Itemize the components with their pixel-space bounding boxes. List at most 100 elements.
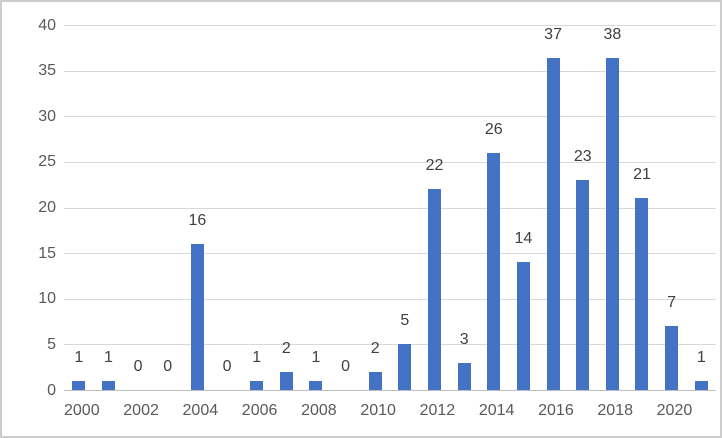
bar-cell-2000: 1 [64, 25, 94, 390]
bar-2008 [309, 380, 323, 390]
bar-cell-2019: 21 [627, 25, 657, 390]
x-tick-cell-2003 [159, 398, 183, 424]
bar-data-label: 1 [696, 348, 706, 366]
x-tick-label: 2006 [241, 402, 278, 419]
bar-data-label: 5 [400, 312, 410, 330]
bar-cell-2018: 38 [598, 25, 628, 390]
bar-2012 [428, 189, 441, 390]
bar-2004 [190, 244, 204, 390]
x-tick-cell-2005 [218, 398, 242, 424]
gridline-y-20 [64, 207, 716, 209]
x-tick-cell-2011 [396, 398, 420, 424]
bar-cell-2002: 0 [123, 25, 153, 390]
x-tick-label: 2018 [597, 402, 633, 419]
bar-cell-2010: 2 [360, 25, 390, 390]
x-tick-label: 2008 [301, 402, 337, 419]
bar-data-label: 21 [633, 166, 651, 184]
bar-2001 [101, 380, 115, 390]
bar-data-label: 0 [341, 358, 351, 375]
x-tick-cell-2015 [514, 398, 538, 424]
bar-data-label: 7 [667, 294, 677, 312]
y-tick-label: 20 [38, 199, 56, 216]
bar-data-label: 1 [252, 348, 262, 366]
x-tick-label: 2020 [656, 402, 693, 419]
x-tick-cell-2004: 2004 [183, 398, 219, 424]
bar-data-label: 0 [222, 358, 232, 375]
x-tick-cell-2010: 2010 [360, 398, 396, 424]
bar-data-label: 0 [133, 358, 143, 375]
bar-data-label: 0 [163, 358, 173, 375]
gridline-y-40 [64, 25, 716, 26]
bar-2010 [368, 371, 382, 390]
bar-data-label: 1 [311, 348, 321, 366]
bar-cell-2007: 2 [271, 25, 301, 390]
x-tick-cell-2000: 2000 [64, 398, 100, 424]
bar-cell-2006: 1 [242, 25, 272, 390]
bar-cell-2017: 23 [568, 25, 598, 390]
bar-cell-2015: 14 [509, 25, 539, 390]
y-tick-label: 10 [38, 290, 56, 308]
bar-data-label: 26 [484, 120, 503, 138]
bar-data-label: 22 [425, 157, 444, 175]
x-tick-label: 2000 [64, 402, 100, 419]
x-tick-cell-2016: 2016 [538, 398, 574, 424]
x-tick-label: 2002 [123, 402, 159, 419]
x-tick-cell-2019 [633, 398, 657, 424]
y-tick-label: 25 [38, 153, 56, 171]
x-tick-label: 2004 [182, 402, 219, 419]
bar-cell-2012: 22 [420, 25, 450, 390]
x-tick-cell-2017 [574, 398, 598, 424]
bar-cell-2014: 26 [479, 25, 509, 390]
bar-2018 [605, 58, 619, 390]
bar-2015 [516, 262, 530, 390]
bar-2019 [635, 198, 649, 390]
x-axis: 2000 2002 2004 2006 2008 2010 2012 2014 2016 2018… [64, 398, 716, 424]
x-tick-cell-2002: 2002 [123, 398, 159, 424]
bar-cell-2009: 0 [331, 25, 361, 390]
x-tick-cell-2008: 2008 [301, 398, 337, 424]
gridline-y-25 [64, 161, 716, 163]
x-tick-cell-2009 [337, 398, 361, 424]
bar-cell-2003: 0 [153, 25, 183, 390]
gridline-y-30 [64, 116, 716, 118]
plot-area: 1 1 0 0 16 0 1 2 1 0 2 5 22 3 26 14 37 23 38 21 7 1 [64, 25, 716, 390]
bar-data-label: 16 [188, 212, 207, 229]
x-tick-label: 2014 [478, 402, 515, 419]
x-tick-cell-2012: 2012 [420, 398, 456, 424]
gridline-y-15 [64, 253, 716, 255]
bar-cell-2021: 1 [686, 25, 716, 390]
x-tick-cell-2014: 2014 [479, 398, 515, 424]
y-tick-label: 30 [38, 107, 56, 125]
bar-cell-2005: 0 [212, 25, 242, 390]
bar-cell-2016: 37 [538, 25, 568, 390]
bar-cell-2013: 3 [449, 25, 479, 390]
gridline-y-10 [64, 298, 716, 300]
bar-data-label: 2 [281, 339, 291, 357]
y-tick-label: 35 [38, 62, 56, 80]
bar-data-label: 23 [573, 148, 592, 166]
bar-2016 [546, 58, 560, 390]
x-tick-label: 2010 [360, 402, 396, 419]
y-tick-label: 15 [38, 244, 56, 262]
x-tick-cell-2021 [692, 398, 716, 424]
x-tick-cell-2007 [277, 398, 301, 424]
bar-2011 [398, 344, 412, 390]
bar-data-label: 2 [370, 339, 380, 357]
bar-2007 [279, 371, 293, 390]
bar-2021 [694, 380, 708, 390]
x-tick-cell-2020: 2020 [657, 398, 693, 424]
gridline-y-35 [64, 70, 716, 72]
bar-data-label: 38 [603, 26, 622, 43]
bar-data-label: 14 [514, 230, 533, 248]
x-axis-line [64, 390, 716, 391]
x-tick-label: 2016 [538, 402, 574, 419]
x-tick-label: 2012 [419, 402, 456, 419]
bar-2020 [665, 326, 679, 390]
bar-2000 [72, 380, 86, 390]
x-tick-cell-2018: 2018 [597, 398, 633, 424]
bar-cell-2020: 7 [657, 25, 687, 390]
bar-2006 [250, 380, 264, 390]
bar-2017 [576, 180, 590, 390]
x-tick-cell-2013 [455, 398, 479, 424]
x-tick-cell-2001 [100, 398, 124, 424]
